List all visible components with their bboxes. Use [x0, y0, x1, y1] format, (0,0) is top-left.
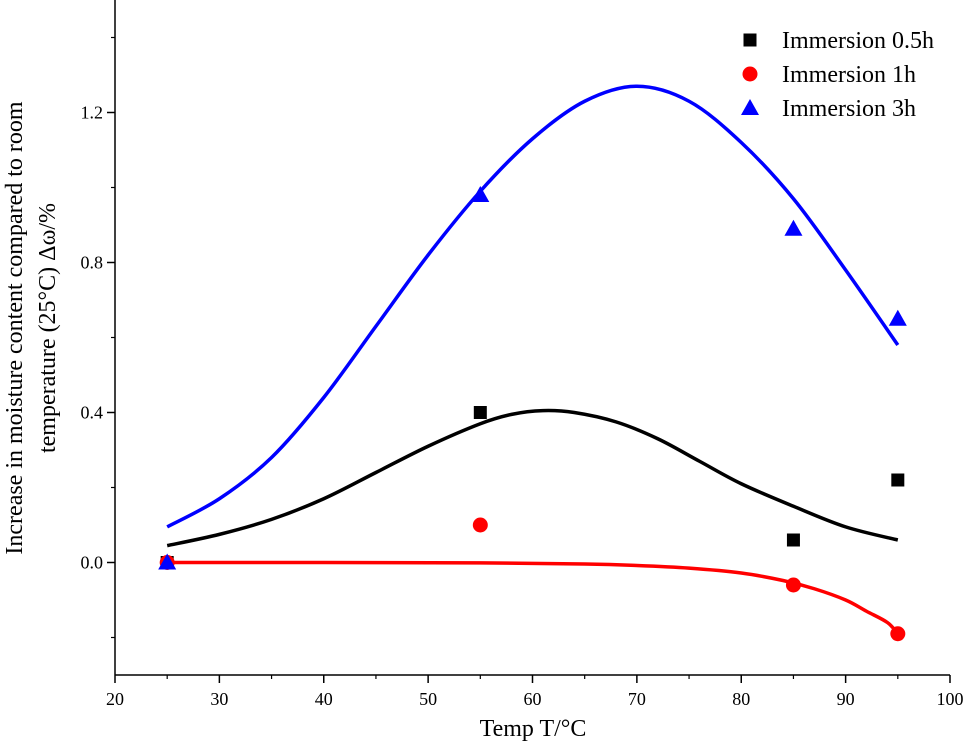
- legend-marker-circle: [742, 66, 758, 82]
- y-tick-label: 1.2: [81, 103, 104, 123]
- legend-label: Immersion 3h: [782, 96, 916, 122]
- axes: 20 30 40 50 60 70 80 90 100 0.0 0.4 0.8 1.2: [81, 0, 964, 709]
- y-tick-label: 0.8: [81, 253, 104, 273]
- data-point-triangle: [471, 186, 490, 202]
- x-tick-label: 90: [837, 689, 855, 709]
- y-tick-label: 0.0: [81, 553, 104, 573]
- data-point-triangle: [158, 553, 177, 570]
- legend-marker-square: [743, 33, 757, 47]
- y-axis-title-line-2: temperature (25°C) Δω/%: [35, 203, 61, 453]
- data-markers: [158, 186, 907, 642]
- fit-curve-2: [167, 560, 900, 635]
- x-tick-label: 20: [106, 689, 124, 709]
- data-point-square: [891, 473, 905, 487]
- x-axis-title: Temp T/°C: [480, 716, 587, 742]
- x-tick-label: 70: [628, 689, 646, 709]
- legend: Immersion 0.5h Immersion 1h Immersion 3h: [741, 28, 934, 122]
- fit-curve-3: [166, 84, 900, 529]
- data-point-circle: [785, 577, 801, 593]
- x-tick-label: 40: [315, 689, 333, 709]
- x-tick-label: 30: [210, 689, 228, 709]
- data-point-triangle: [888, 309, 907, 326]
- legend-label: Immersion 1h: [782, 62, 916, 88]
- legend-marker-triangle: [741, 99, 759, 115]
- fit-curves: [166, 84, 900, 635]
- data-point-circle: [890, 626, 906, 642]
- y-axis-title-line-1: Increase in moisture content compared to…: [2, 101, 28, 555]
- x-tick-label: 100: [937, 689, 964, 709]
- x-tick-label: 60: [524, 689, 542, 709]
- data-point-square: [473, 406, 487, 419]
- x-tick-label: 50: [419, 689, 437, 709]
- y-tick-label: 0.4: [81, 403, 104, 423]
- fit-curve-1: [166, 408, 899, 548]
- x-tick-label: 80: [732, 689, 750, 709]
- data-point-square: [786, 533, 800, 547]
- legend-label: Immersion 0.5h: [782, 28, 934, 54]
- data-point-triangle: [784, 219, 803, 236]
- data-point-circle: [472, 517, 488, 533]
